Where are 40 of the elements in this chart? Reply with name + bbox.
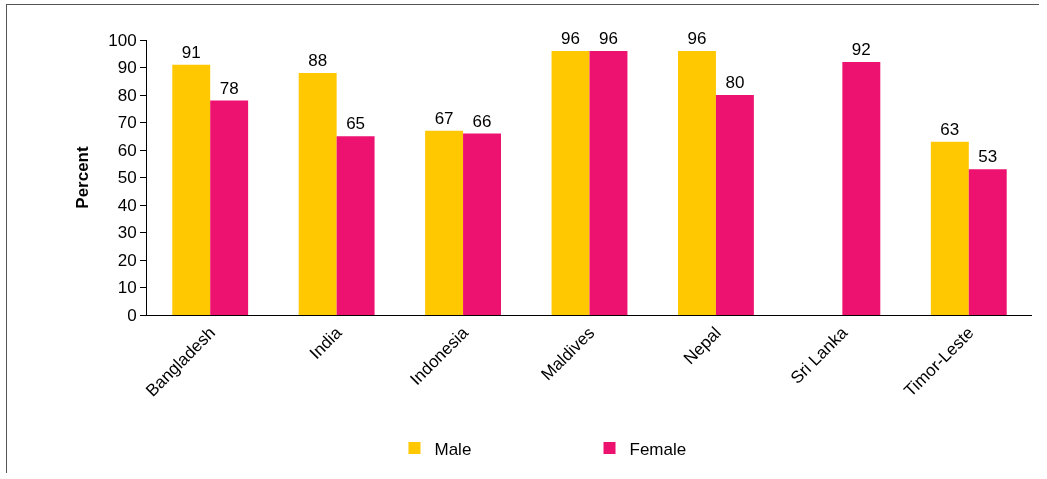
y-tick-label: 20 [117,250,137,270]
y-tick-label: 80 [117,85,137,105]
y-tick-label: 40 [117,195,137,215]
y-tick-label: 30 [117,223,137,243]
y-tick-label: 60 [117,140,137,160]
bar [930,141,969,315]
legend-label: Male [434,439,472,459]
bar [425,130,464,315]
bar [210,100,249,315]
y-tick-label: 100 [108,30,137,50]
data-label: 96 [687,29,707,48]
y-axis-title: Percent [72,145,92,209]
data-label: 63 [940,119,960,139]
data-label: 67 [434,108,454,128]
data-label: 53 [978,147,998,167]
y-tick-label: 50 [117,168,137,188]
bar [842,62,881,315]
y-tick-label: 90 [117,58,137,78]
bar [968,169,1007,315]
bar [298,73,337,315]
data-label: 91 [181,42,201,62]
bar [589,51,628,315]
y-tick-label: 70 [117,113,137,133]
y-tick-label: 0 [127,305,137,325]
legend-label: Female [629,439,687,459]
data-label: 96 [561,29,580,48]
data-label: 88 [308,51,328,70]
bar [336,136,375,315]
data-label: 78 [219,78,239,98]
bar [551,51,590,315]
data-label: 65 [346,114,366,134]
bar [678,51,716,315]
data-label: 66 [472,111,492,131]
data-label: 80 [725,73,745,92]
data-label: 96 [599,29,618,48]
bar [172,64,211,315]
data-label: 92 [851,40,871,59]
bar [715,95,754,315]
bar [463,133,501,315]
y-tick-label: 10 [117,278,137,298]
